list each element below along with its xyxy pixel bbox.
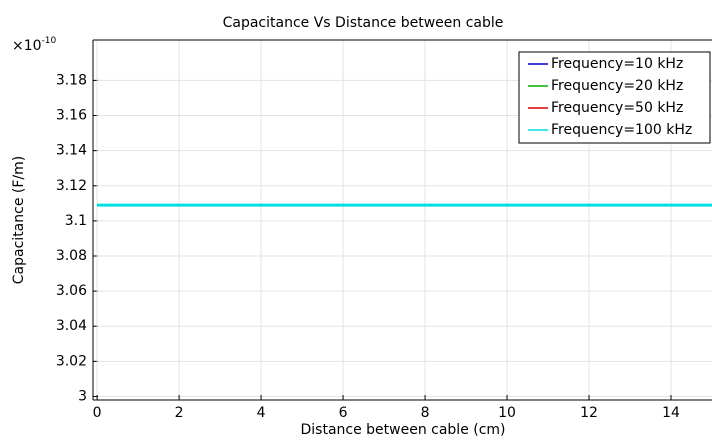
y-tick-label: 3.08 bbox=[56, 248, 87, 264]
x-tick-label: 6 bbox=[339, 405, 348, 421]
x-tick-label: 2 bbox=[175, 405, 184, 421]
legend-label: Frequency=20 kHz bbox=[551, 78, 683, 94]
y-tick-label: 3.14 bbox=[56, 143, 87, 159]
y-tick-label: 3.12 bbox=[56, 178, 87, 194]
y-tick-label: 3.04 bbox=[56, 318, 87, 334]
y-tick-label: 3.16 bbox=[56, 108, 87, 124]
legend-label: Frequency=100 kHz bbox=[551, 122, 692, 138]
y-tick-label: 3 bbox=[78, 388, 87, 404]
legend-label: Frequency=50 kHz bbox=[551, 100, 683, 116]
y-tick-label: 3.1 bbox=[65, 213, 87, 229]
y-multiplier-base: ×10 bbox=[12, 38, 42, 54]
x-tick-label: 4 bbox=[257, 405, 266, 421]
y-axis-label: Capacitance (F/m) bbox=[11, 156, 27, 284]
x-tick-label: 10 bbox=[498, 405, 516, 421]
x-axis-label: Distance between cable (cm) bbox=[300, 422, 505, 438]
y-multiplier-exponent: -10 bbox=[42, 36, 57, 46]
legend-label: Frequency=10 kHz bbox=[551, 56, 683, 72]
y-tick-label: 3.02 bbox=[56, 353, 87, 369]
y-tick-label: 3.18 bbox=[56, 72, 87, 88]
y-tick-label: 3.06 bbox=[56, 283, 87, 299]
y-multiplier: ×10-10 bbox=[12, 36, 57, 55]
legend-box bbox=[518, 51, 711, 144]
chart-title: Capacitance Vs Distance between cable bbox=[223, 15, 504, 31]
x-tick-label: 8 bbox=[421, 405, 430, 421]
x-tick-label: 12 bbox=[580, 405, 598, 421]
x-tick-label: 14 bbox=[662, 405, 680, 421]
x-tick-label: 0 bbox=[93, 405, 102, 421]
